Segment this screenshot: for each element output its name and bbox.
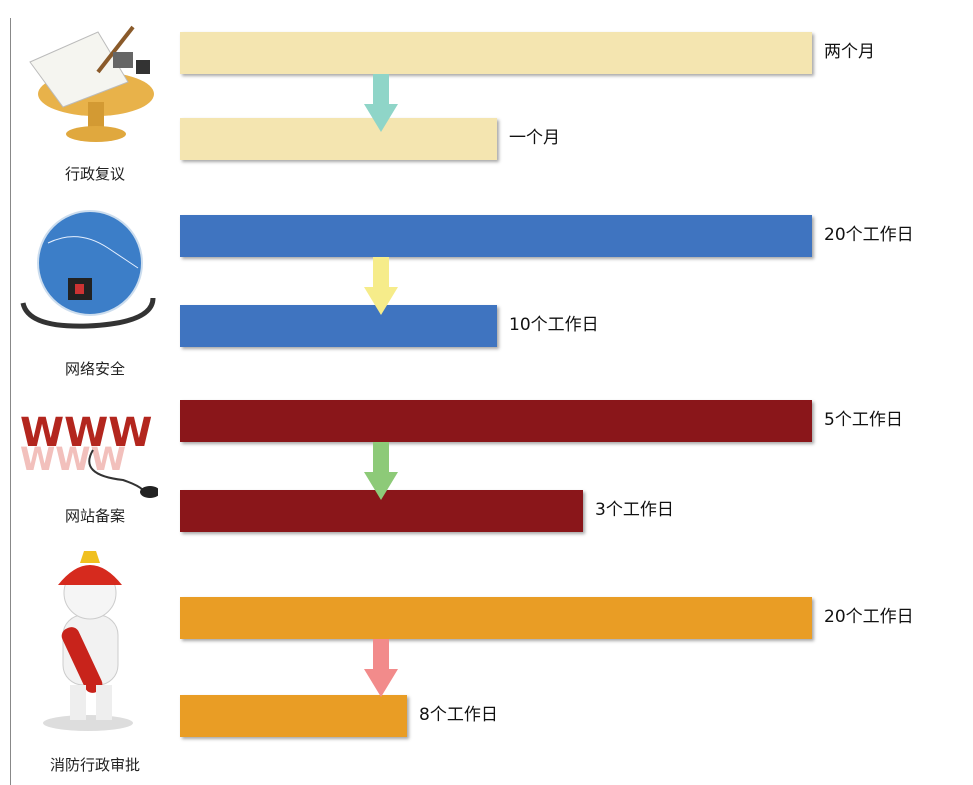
bar-after bbox=[180, 695, 407, 737]
svg-text:WWW: WWW bbox=[20, 440, 126, 478]
bar-before bbox=[180, 215, 812, 257]
group-name: 网络安全 bbox=[64, 360, 125, 378]
group-name: 网站备案 bbox=[64, 507, 125, 525]
icon-document bbox=[29, 25, 154, 142]
bar-after bbox=[180, 305, 497, 347]
before-label: 20个工作日 bbox=[824, 607, 914, 627]
group-name: 消防行政审批 bbox=[49, 756, 140, 774]
bar-before bbox=[180, 597, 812, 639]
before-label: 两个月 bbox=[824, 42, 875, 62]
after-label: 10个工作日 bbox=[509, 315, 599, 335]
bar-before bbox=[180, 32, 812, 74]
group-name: 行政复议 bbox=[64, 165, 125, 183]
icon-firefighter bbox=[43, 551, 133, 731]
arrow bbox=[364, 639, 398, 697]
bar-before bbox=[180, 400, 812, 442]
svg-text:WWW: WWW bbox=[20, 410, 152, 456]
before-label: 20个工作日 bbox=[824, 225, 914, 245]
arrow bbox=[364, 74, 398, 132]
arrow bbox=[364, 257, 398, 315]
arrow bbox=[364, 442, 398, 500]
after-label: 一个月 bbox=[509, 128, 560, 148]
icon-www: WWW WWW bbox=[20, 410, 158, 498]
frame-line bbox=[10, 18, 11, 785]
before-label: 5个工作日 bbox=[824, 410, 903, 430]
after-label: 3个工作日 bbox=[595, 500, 674, 520]
bar-after bbox=[180, 118, 497, 160]
icon-globe bbox=[20, 210, 156, 329]
after-label: 8个工作日 bbox=[419, 705, 498, 725]
